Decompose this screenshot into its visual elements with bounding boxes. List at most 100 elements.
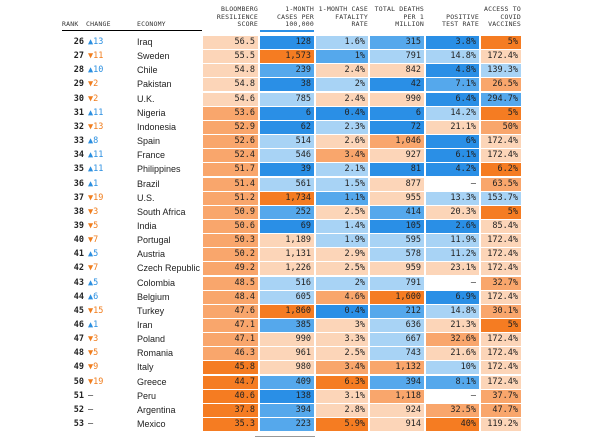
metric-cell: 955	[370, 191, 424, 205]
column-header: TEST RATE	[441, 20, 479, 28]
metric-cell: 5%	[481, 36, 521, 49]
metric-cell: 54.8	[203, 64, 258, 78]
metric-cell: 414	[370, 205, 424, 219]
change: ▲10	[88, 65, 104, 76]
metric-cell: 35.3	[203, 418, 258, 432]
metric-cell: 39	[260, 163, 314, 177]
metric-cell: 69	[260, 219, 314, 233]
metric-cell: 38	[260, 78, 314, 92]
economy: Poland	[137, 334, 166, 345]
metric-cell: 48.5	[203, 276, 258, 290]
header-rule	[62, 30, 202, 31]
column-header: VACCINES	[488, 20, 521, 28]
metric-cell: 914	[370, 418, 424, 432]
metric-cell: 50%	[481, 120, 521, 134]
metric-cell: 14.8%	[426, 304, 479, 318]
change: ▼15	[88, 305, 104, 316]
metric-cell: 23.1%	[426, 262, 479, 276]
metric-cell: 172.4%	[481, 290, 521, 304]
change: ▼2	[88, 79, 99, 90]
metric-cell: 2.9%	[316, 248, 368, 262]
economy: France	[137, 150, 166, 161]
metric-cell: 394	[260, 403, 314, 417]
metric-cell: 409	[260, 375, 314, 389]
metric-cell: 1,132	[370, 361, 424, 375]
metric-cell: 3.4%	[316, 149, 368, 163]
metric-cell: 138	[260, 389, 314, 403]
rank: 45	[73, 305, 84, 316]
change: ▼3	[88, 334, 99, 345]
metric-cell: 54.8	[203, 78, 258, 92]
economy: Sweden	[137, 51, 170, 62]
metric-cell: 47.1	[203, 319, 258, 332]
change: ▲5	[88, 249, 99, 260]
metric-cell: 32.6%	[426, 333, 479, 347]
rank: 33	[73, 136, 84, 147]
change: ▼5	[88, 220, 99, 231]
metric-cell: 81	[370, 163, 424, 177]
metric-cell: –	[426, 389, 479, 403]
change: ▼5	[88, 348, 99, 359]
change-header: CHANGE	[86, 20, 111, 28]
rank: 48	[73, 348, 84, 359]
metric-cell: 5%	[481, 319, 521, 332]
metric-cell: 50.2	[203, 248, 258, 262]
change: ▲8	[88, 136, 99, 147]
metric-cell: 8.1%	[426, 375, 479, 389]
metric-cell: 4.6%	[316, 290, 368, 304]
metric-cell: 45.8	[203, 361, 258, 375]
metric-cell: 42	[370, 78, 424, 92]
metric-cell: 37.7%	[481, 389, 521, 403]
change: –	[88, 404, 94, 415]
change: ▼13	[88, 121, 104, 132]
metric-cell: 2%	[316, 276, 368, 290]
change: ▼2	[88, 93, 99, 104]
economy: India	[137, 220, 157, 231]
change: ▼19	[88, 376, 104, 387]
metric-cell: 30.1%	[481, 304, 521, 318]
change: –	[88, 419, 94, 430]
metric-cell: 605	[260, 290, 314, 304]
metric-cell: 927	[370, 149, 424, 163]
metric-cell: 172.4%	[481, 333, 521, 347]
economy: Argentina	[137, 404, 176, 415]
metric-cell: 791	[370, 276, 424, 290]
rank: 28	[73, 65, 84, 76]
metric-cell: 1.9%	[316, 234, 368, 248]
rank: 30	[73, 93, 84, 104]
rank: 36	[73, 178, 84, 189]
metric-cell: 4.2%	[426, 163, 479, 177]
metric-cell: 72	[370, 120, 424, 134]
metric-cell: 47.1	[203, 333, 258, 347]
metric-cell: 85.4%	[481, 219, 521, 233]
metric-cell: 514	[260, 135, 314, 149]
metric-cell: 924	[370, 403, 424, 417]
metric-cell: 1,600	[370, 290, 424, 304]
metric-cell: 56.5	[203, 36, 258, 49]
metric-cell: 5.9%	[316, 418, 368, 432]
metric-cell: 48.4	[203, 290, 258, 304]
change: ▼11	[88, 51, 104, 62]
column-header: MILLION	[395, 20, 424, 28]
rank-header: RANK	[62, 20, 79, 28]
metric-cell: 51.7	[203, 163, 258, 177]
rank: 49	[73, 362, 84, 373]
metric-cell: 2.4%	[316, 92, 368, 106]
rank: 46	[73, 320, 84, 330]
economy: Czech Republic	[137, 263, 201, 274]
metric-cell: 172.4%	[481, 50, 521, 64]
metric-cell: 14.2%	[426, 106, 479, 120]
metric-cell: 785	[260, 92, 314, 106]
metric-cell: 842	[370, 64, 424, 78]
metric-cell: 1,046	[370, 135, 424, 149]
rank: 41	[73, 249, 84, 260]
metric-cell: 6	[370, 106, 424, 120]
metric-cell: 252	[260, 205, 314, 219]
rank: 47	[73, 334, 84, 345]
metric-cell: 2.5%	[316, 205, 368, 219]
economy: Portugal	[137, 235, 171, 246]
metric-cell: 62	[260, 120, 314, 134]
metric-cell: 63.5%	[481, 177, 521, 191]
metric-cell: 172.4%	[481, 234, 521, 248]
